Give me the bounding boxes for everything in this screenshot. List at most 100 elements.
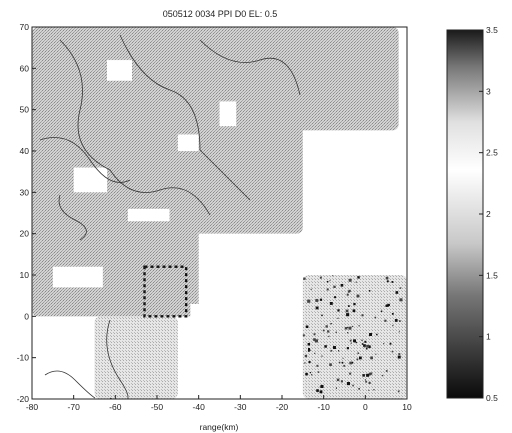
clutter-point: [364, 340, 367, 343]
y-axis: -20 -10 0 10 20 30 40 50 60 70: [17, 22, 36, 404]
clutter-point: [309, 372, 312, 374]
clutter-point: [399, 287, 402, 289]
clutter-point: [313, 338, 316, 341]
colorbar-tick-label: 3.5: [486, 25, 498, 35]
clutter-point: [351, 325, 354, 328]
clutter-point: [310, 288, 312, 290]
y-tick-label: 60: [20, 63, 30, 73]
clutter-point: [397, 390, 400, 393]
y-tick-label: -10: [17, 353, 30, 363]
clutter-point: [315, 298, 319, 302]
clutter-point: [364, 379, 366, 381]
contour-line: [44, 370, 96, 399]
clutter-point: [348, 326, 352, 330]
clutter-point: [347, 327, 349, 329]
x-tick-label: -60: [109, 402, 122, 412]
clutter-point: [326, 288, 329, 291]
x-tick-label: -40: [193, 402, 206, 412]
clutter-point: [328, 335, 330, 338]
x-axis-label: range(km): [200, 422, 239, 432]
contour-line: [39, 137, 131, 183]
clutter-point: [316, 306, 319, 310]
x-tick-label: -70: [68, 402, 81, 412]
clutter-point: [347, 290, 350, 293]
x-tick-label: -10: [318, 402, 331, 412]
clutter-point: [349, 361, 353, 365]
clutter-point: [322, 329, 325, 332]
colorbar-tick-label: 3: [486, 86, 491, 96]
clutter-point: [332, 346, 336, 350]
clutter-point: [353, 302, 356, 306]
clutter-point: [368, 389, 370, 391]
clutter-point: [389, 342, 392, 345]
clutter-point: [330, 349, 333, 352]
clutter-point: [363, 344, 366, 347]
clutter-point: [368, 372, 372, 376]
clutter-point: [398, 320, 401, 322]
chart-title: 050512 0034 PPI D0 EL: 0.5: [163, 9, 278, 19]
clutter-point: [321, 355, 323, 357]
colorbar-tick-label: 1: [486, 332, 491, 342]
clutter-point: [350, 342, 352, 344]
clutter-point: [368, 290, 371, 292]
clutter-point: [392, 324, 394, 327]
clutter-point: [337, 317, 339, 319]
clutter-point: [319, 276, 322, 279]
clutter-point: [349, 372, 352, 375]
echo-gap: [107, 60, 132, 81]
clutter-point: [308, 361, 311, 364]
echo-gap: [73, 167, 107, 193]
dashed-box: [143, 265, 188, 318]
y-tick-label: 40: [20, 146, 30, 156]
clutter-point: [376, 333, 378, 336]
clutter-point: [334, 296, 337, 299]
clutter-point: [317, 371, 320, 373]
clutter-point: [365, 380, 368, 383]
clutter-point: [332, 275, 334, 277]
clutter-point: [346, 313, 350, 317]
y-tick-label: 50: [20, 105, 30, 115]
clutter-point: [305, 372, 308, 376]
y-tick-label: 20: [20, 229, 30, 239]
colorbar: 0.5 1 1.5 2 2.5 3 3.5: [446, 25, 498, 403]
x-tick-label: -30: [234, 402, 247, 412]
clutter-point: [314, 352, 316, 354]
clutter-point: [368, 381, 371, 384]
clutter-point: [346, 293, 349, 296]
clutter-point: [345, 309, 349, 313]
clutter-point: [309, 349, 311, 352]
contour-line: [58, 194, 87, 241]
clutter-point: [329, 363, 332, 366]
clutter-point: [352, 309, 356, 313]
contour-line: [106, 319, 129, 399]
clutter-point: [330, 322, 332, 325]
colorbar-tick-label: 2: [486, 209, 491, 219]
clutter-point: [319, 298, 323, 301]
clutter-point: [320, 384, 324, 389]
y-tick-label: 30: [20, 187, 30, 197]
clutter-point: [341, 361, 344, 364]
clutter-point: [357, 352, 359, 354]
clutter-point: [342, 357, 344, 359]
clutter-point: [391, 312, 394, 315]
contour-line: [59, 39, 211, 216]
clutter-point: [399, 298, 403, 302]
clutter-point: [348, 278, 352, 282]
clutter-point: [353, 339, 356, 343]
x-tick-label: -80: [26, 402, 39, 412]
echo-region-northeast: [240, 27, 399, 131]
echo-gap: [219, 101, 237, 127]
clutter-point: [365, 347, 368, 350]
clutter-point: [391, 350, 394, 353]
clutter-point: [355, 281, 357, 283]
x-tick-label: -20: [276, 402, 289, 412]
clutter-point: [363, 346, 366, 348]
clutter-point: [302, 334, 305, 337]
clutter-point: [314, 339, 319, 343]
clutter-point: [358, 325, 360, 327]
y-tick-label: 0: [24, 311, 29, 321]
clutter-point: [304, 354, 308, 358]
colorbar-tick-label: 0.5: [486, 393, 498, 403]
clutter-point: [361, 339, 363, 341]
